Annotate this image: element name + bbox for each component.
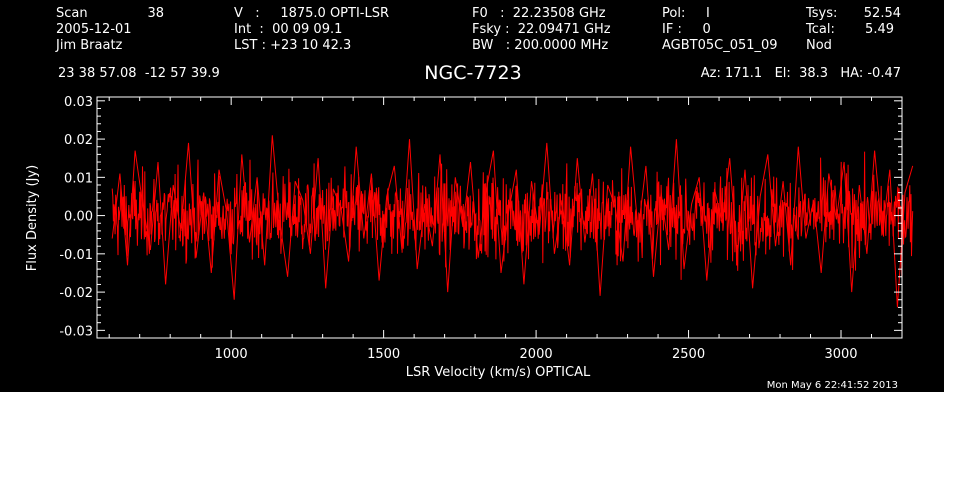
scan-value: 38 xyxy=(147,6,164,21)
x-tick-label: 2500 xyxy=(672,347,705,362)
tsys-label: Tsys: xyxy=(806,6,838,21)
scan-label: Scan xyxy=(56,6,88,21)
y-tick-label: -0.01 xyxy=(59,248,93,263)
lst-info: LST : +23 10 42.3 xyxy=(234,38,352,53)
tsys-value: 52.54 xyxy=(863,6,901,21)
x-tick-label: 2000 xyxy=(520,347,553,362)
if-info: IF : 0 xyxy=(662,22,711,37)
x-tick-label: 1500 xyxy=(367,347,400,362)
x-tick-label: 3000 xyxy=(824,347,857,362)
plot-frame xyxy=(96,96,903,339)
y-tick-label: 0.00 xyxy=(64,210,93,225)
y-tick-label: -0.02 xyxy=(59,286,93,301)
obs-date: 2005-12-01 xyxy=(56,22,132,37)
plot-panel: Scan 38 2005-12-01 Jim Braatz V : 1875.0… xyxy=(0,0,944,392)
y-tick-label: 0.01 xyxy=(64,171,93,186)
f0-info: F0 : 22.23508 GHz xyxy=(472,6,606,21)
source-coordinates: 23 38 57.08 -12 57 39.9 xyxy=(58,66,220,81)
y-tick-label: 0.03 xyxy=(64,95,93,110)
spectrum-noise-trace xyxy=(111,151,914,280)
fsky-info: Fsky : 22.09471 GHz xyxy=(472,22,611,37)
spectrum-series-line xyxy=(111,135,914,308)
x-axis-title: LSR Velocity (km/s) OPTICAL xyxy=(406,365,591,380)
chart-title: NGC-7723 xyxy=(424,62,521,84)
integration-info: Int : 00 09 09.1 xyxy=(234,22,343,37)
axis-group: 1000 1500 2000 2500 3000 -0.03 -0.02 -0.01 0.00 0… xyxy=(59,95,903,362)
polarization-info: Pol: I xyxy=(662,6,710,21)
plot-timestamp: Mon May 6 22:41:52 2013 xyxy=(767,380,898,391)
observer-name: Jim Braatz xyxy=(56,38,123,53)
spectrum-chart: NGC-7723 1000 1500 2000 2500 3000 -0.03 -0.02 -… xyxy=(25,62,914,391)
bandwidth-info: BW : 200.0000 MHz xyxy=(472,38,609,53)
velocity-info: V : 1875.0 OPTI-LSR xyxy=(234,6,390,21)
y-axis-title: Flux Density (Jy) xyxy=(25,165,40,271)
obs-mode: Nod xyxy=(806,38,832,53)
y-tick-label: -0.03 xyxy=(59,324,93,339)
x-tick-label: 1000 xyxy=(215,347,248,362)
tcal-label: Tcal: xyxy=(806,22,835,37)
project-id: AGBT05C_051_09 xyxy=(662,38,778,53)
spectrum-trace-group xyxy=(111,135,914,308)
tcal-value: 5.49 xyxy=(865,22,894,37)
y-tick-label: 0.02 xyxy=(64,133,93,148)
az-el-ha: Az: 171.1 El: 38.3 HA: -0.47 xyxy=(700,66,901,81)
